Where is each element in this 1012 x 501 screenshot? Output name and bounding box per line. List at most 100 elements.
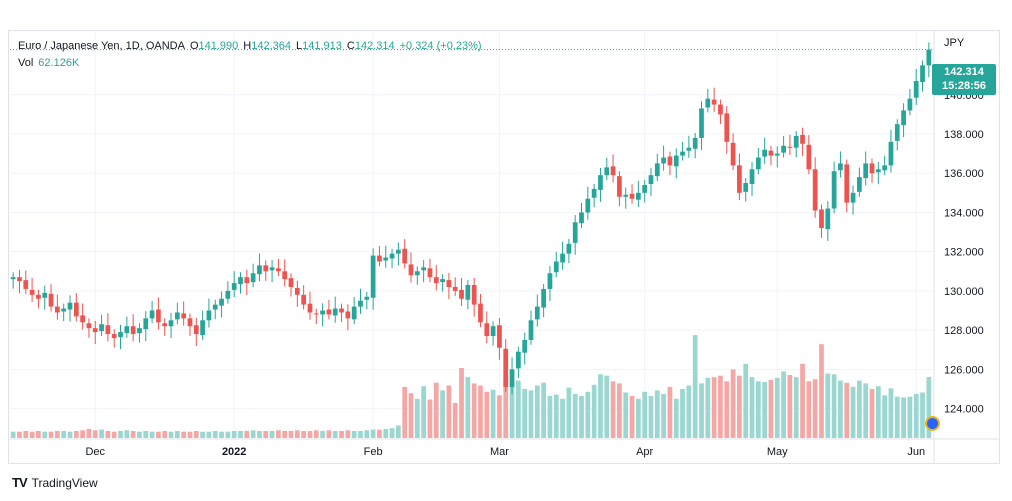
volume-bar bbox=[181, 431, 187, 438]
candle-body bbox=[730, 142, 736, 166]
volume-bar bbox=[231, 431, 237, 438]
volume-bar bbox=[364, 430, 370, 438]
volume-bar bbox=[143, 431, 149, 438]
candle-body bbox=[17, 277, 22, 282]
candle-body bbox=[648, 175, 654, 185]
volume-bar bbox=[825, 373, 831, 438]
currency-flag-icon[interactable] bbox=[925, 416, 940, 431]
volume-bar bbox=[598, 374, 603, 438]
candle-body bbox=[819, 209, 824, 229]
volume-bar bbox=[206, 431, 212, 438]
time-axis-labels[interactable]: Dec 2022 Feb Mar Apr May Jun bbox=[85, 446, 925, 458]
volume-bar bbox=[92, 430, 98, 438]
candle-body bbox=[692, 137, 698, 149]
candle-body bbox=[509, 369, 515, 388]
volume-bar bbox=[17, 431, 22, 438]
volume-bar bbox=[553, 394, 559, 438]
volume-bar bbox=[730, 369, 736, 438]
volume-label: Vol bbox=[18, 57, 34, 69]
volume-bar bbox=[737, 375, 742, 438]
candle-body bbox=[553, 261, 559, 273]
volume-bar bbox=[617, 383, 622, 438]
candle-body bbox=[737, 165, 742, 193]
low-value: 141.913 bbox=[302, 40, 342, 52]
candle-body bbox=[806, 144, 812, 170]
candle-body bbox=[667, 156, 673, 166]
candle-body bbox=[339, 308, 344, 313]
candle-body bbox=[680, 151, 685, 156]
price-tick-label: 132.000 bbox=[944, 247, 984, 259]
price-axis-labels[interactable]: 124.000 126.000 128.000 130.000 132.000 134.0… bbox=[944, 90, 984, 416]
volume-bar bbox=[522, 389, 528, 438]
candle-body bbox=[591, 188, 597, 198]
close-label: C bbox=[346, 40, 355, 52]
last-price-value: 142.314 bbox=[944, 66, 984, 78]
volume-bar bbox=[572, 393, 578, 438]
volume-bar bbox=[534, 385, 540, 438]
volume-bar bbox=[749, 377, 755, 438]
candle-body bbox=[118, 332, 123, 337]
candle-body bbox=[326, 309, 332, 315]
volume-bar bbox=[566, 387, 572, 438]
candle-body bbox=[888, 141, 894, 166]
volume-bar bbox=[244, 431, 250, 438]
candle-body bbox=[364, 296, 370, 300]
volume-bar bbox=[257, 431, 262, 438]
candle-body bbox=[99, 324, 104, 332]
candle-body bbox=[635, 192, 641, 200]
volume-bar bbox=[440, 390, 445, 438]
candle-body bbox=[907, 98, 913, 111]
bar-countdown: 15:28:56 bbox=[941, 80, 987, 92]
time-tick-label: Apr bbox=[636, 446, 653, 458]
volume-bar bbox=[806, 381, 812, 438]
candle-body bbox=[793, 135, 799, 148]
candle-body bbox=[920, 65, 925, 83]
tradingview-logo-icon: TV bbox=[12, 475, 28, 490]
tradingview-branding[interactable]: TV TradingView bbox=[12, 475, 98, 490]
candle-body bbox=[250, 273, 256, 283]
volume-bar bbox=[661, 393, 666, 438]
candle-body bbox=[724, 113, 730, 142]
candle-body bbox=[617, 176, 622, 197]
volume-bar bbox=[396, 425, 401, 438]
candle-body bbox=[433, 277, 439, 284]
candle-body bbox=[421, 267, 427, 271]
symbol-title[interactable]: Euro / Japanese Yen, 1D, OANDA bbox=[18, 40, 185, 52]
candle-body bbox=[370, 255, 376, 298]
candle-body bbox=[579, 212, 584, 224]
open-label: O bbox=[189, 40, 199, 52]
currency-label[interactable]: JPY bbox=[944, 37, 965, 49]
close-value: 142.314 bbox=[354, 40, 395, 52]
candle-body bbox=[446, 280, 452, 287]
candle-body bbox=[225, 290, 231, 299]
candle-body bbox=[490, 326, 496, 337]
volume-bar bbox=[667, 386, 673, 438]
candle-body bbox=[661, 157, 666, 164]
volume-bar bbox=[623, 392, 629, 438]
candle-body bbox=[193, 325, 199, 335]
volume-bar bbox=[23, 431, 29, 438]
volume-bar bbox=[174, 431, 180, 438]
volume-bar bbox=[648, 396, 654, 438]
candle-body bbox=[560, 253, 565, 263]
open-value: 141.990 bbox=[198, 40, 239, 52]
volume-bar bbox=[42, 431, 48, 438]
volume-bar bbox=[465, 377, 471, 438]
candle-body bbox=[168, 320, 174, 327]
volume-bar bbox=[490, 389, 496, 438]
candles bbox=[10, 42, 932, 395]
volume-bar bbox=[787, 375, 793, 438]
candle-body bbox=[850, 192, 856, 203]
candle-body bbox=[23, 280, 29, 289]
candle-body bbox=[389, 253, 395, 259]
volume-bar bbox=[819, 344, 824, 438]
price-tick-label: 130.000 bbox=[944, 286, 984, 298]
volume-bar bbox=[673, 398, 679, 438]
candle-body bbox=[307, 303, 313, 313]
volume-bar bbox=[408, 393, 414, 438]
candle-body bbox=[926, 49, 932, 66]
chart-frame[interactable] bbox=[8, 30, 1000, 464]
volume-bar bbox=[421, 386, 427, 438]
volume-bar bbox=[105, 431, 111, 438]
